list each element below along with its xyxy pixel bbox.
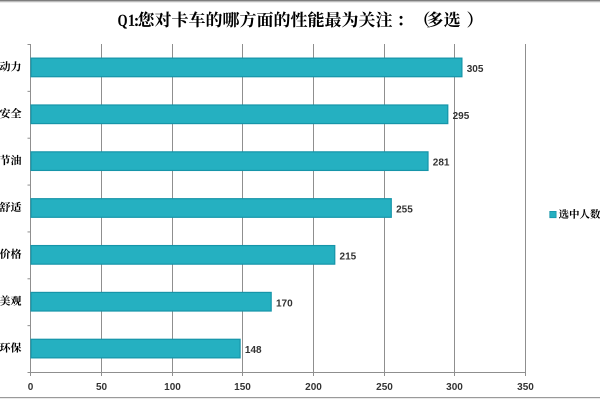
- svg-text:250: 250: [376, 382, 393, 393]
- svg-text:255: 255: [396, 205, 413, 216]
- svg-text:350: 350: [517, 382, 534, 393]
- svg-text:300: 300: [446, 382, 463, 393]
- svg-text:150: 150: [234, 382, 251, 393]
- svg-text:50: 50: [96, 382, 108, 393]
- svg-text:295: 295: [453, 111, 470, 122]
- svg-text:170: 170: [276, 298, 293, 309]
- svg-text:305: 305: [467, 64, 484, 75]
- svg-text:200: 200: [305, 382, 322, 393]
- svg-text:281: 281: [433, 158, 450, 169]
- svg-text:148: 148: [245, 345, 262, 356]
- svg-text:100: 100: [164, 382, 181, 393]
- svg-text:0: 0: [28, 382, 34, 393]
- svg-text:215: 215: [340, 251, 357, 262]
